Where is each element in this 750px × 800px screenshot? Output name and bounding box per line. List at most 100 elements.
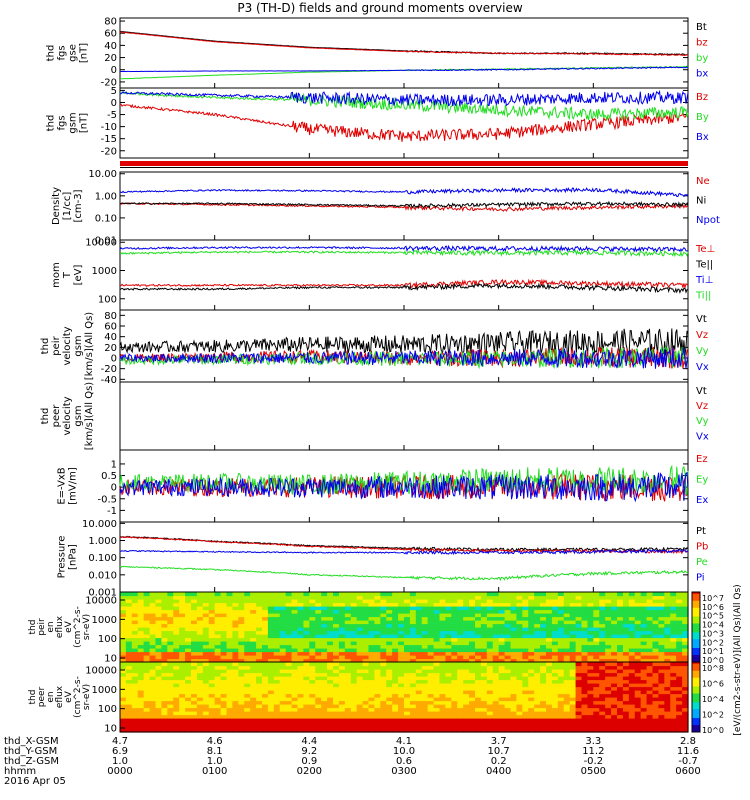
spectro-cell [599, 686, 606, 691]
spectro-cell [463, 641, 470, 646]
spectro-cell [208, 672, 216, 677]
spectro-cell [285, 711, 293, 716]
spectro-cell [469, 606, 476, 611]
spectro-cell [469, 665, 476, 670]
spectro-cell [522, 602, 529, 607]
spectro-cell [498, 609, 506, 614]
spectro-cell [522, 651, 529, 656]
spectro-cell [321, 637, 328, 642]
spectro-cell [475, 683, 482, 688]
spectro-cell [498, 623, 506, 628]
spectro-cell [362, 651, 370, 656]
spectro-cell [137, 627, 145, 632]
spectro-cell [327, 658, 334, 663]
spectro-cell [427, 613, 435, 618]
spectro-cell [350, 690, 358, 695]
spectro-cell [309, 672, 316, 677]
spectro-cell [279, 679, 287, 684]
spectro-cell [267, 634, 275, 639]
spectro-cell [628, 676, 636, 681]
spectro-cell [534, 669, 541, 674]
spectro-cell [463, 644, 470, 649]
spectro-cell [569, 606, 577, 611]
colorbar-cell [692, 695, 700, 698]
spectro-cell [131, 630, 139, 635]
spectro-cell [504, 718, 512, 723]
spectro-cell [658, 697, 665, 702]
spectro-cell [202, 595, 210, 600]
spectro-cell [528, 648, 535, 653]
spectro-cell [208, 690, 216, 695]
spectro-cell [664, 665, 671, 670]
spectro-cell [120, 620, 127, 625]
spectro-cell [670, 662, 677, 667]
spectro-cell [415, 662, 423, 667]
spectro-cell [143, 651, 151, 656]
spectro-cell [516, 690, 523, 695]
spectro-cell [634, 658, 642, 663]
spectro-cell [327, 683, 334, 688]
spectro-cell [155, 644, 163, 649]
spectro-cell [486, 718, 494, 723]
spectro-cell [445, 592, 452, 597]
spectro-cell [617, 700, 624, 705]
spectro-cell [315, 634, 322, 639]
y-axis-label: sr-eV) [82, 684, 92, 710]
spectro-cell [262, 679, 269, 684]
spectro-cell [291, 592, 299, 597]
spectro-cell [658, 658, 665, 663]
spectro-cell [179, 662, 186, 667]
spectro-cell [208, 630, 216, 635]
spectro-cell [409, 665, 417, 670]
spectro-cell [220, 704, 228, 709]
spectro-cell [427, 711, 435, 716]
spectro-cell [404, 595, 411, 600]
spectro-cell [670, 651, 677, 656]
spectro-cell [131, 672, 139, 677]
spectro-cell [587, 599, 594, 604]
spectro-cell [220, 651, 228, 656]
spectro-cell [569, 704, 577, 709]
spectro-cell [321, 721, 328, 726]
spectro-cell [202, 658, 210, 663]
spectro-cell [327, 679, 334, 684]
spectro-cell [232, 613, 239, 618]
spectro-cell [386, 651, 393, 656]
spectro-cell [634, 700, 642, 705]
spectro-cell [202, 634, 210, 639]
spectro-cell [486, 630, 494, 635]
spectro-cell [386, 658, 393, 663]
spectro-cell [581, 704, 589, 709]
spectro-cell [575, 592, 583, 597]
spectro-cell [386, 683, 393, 688]
spectro-cell [279, 651, 287, 656]
spectro-cell [546, 592, 553, 597]
spectro-cell [599, 595, 606, 600]
spectro-cell [605, 714, 612, 719]
colorbar-cell [692, 616, 700, 619]
spectro-cell [273, 679, 281, 684]
spectro-cell [155, 634, 163, 639]
spectro-cell [605, 700, 612, 705]
spectro-cell [267, 620, 275, 625]
spectro-cell [131, 679, 139, 684]
spectro-cell [593, 725, 600, 730]
spectro-cell [486, 725, 494, 730]
spectro-cell [463, 679, 470, 684]
spectro-cell [546, 690, 553, 695]
spectro-cell [137, 728, 145, 733]
spectro-cell [498, 602, 506, 607]
spectro-cell [445, 683, 452, 688]
spectro-cell [551, 658, 559, 663]
spectro-cell [486, 679, 494, 684]
spectro-cell [563, 676, 571, 681]
spectro-cell [469, 704, 476, 709]
spectro-cell [640, 623, 648, 628]
spectro-cell [309, 606, 316, 611]
spectro-cell [374, 623, 381, 628]
spectro-cell [321, 644, 328, 649]
spectro-cell [131, 665, 139, 670]
spectro-cell [362, 711, 370, 716]
spectro-cell [125, 599, 133, 604]
spectro-cell [131, 616, 139, 621]
